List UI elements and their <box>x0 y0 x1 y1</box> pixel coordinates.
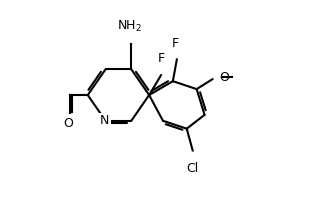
Text: O: O <box>219 71 229 84</box>
Text: F: F <box>171 36 178 50</box>
Text: Cl: Cl <box>186 162 199 175</box>
Text: O: O <box>63 117 73 130</box>
Text: N: N <box>100 114 109 127</box>
Text: NH$_2$: NH$_2$ <box>117 19 142 34</box>
Text: F: F <box>157 52 165 65</box>
